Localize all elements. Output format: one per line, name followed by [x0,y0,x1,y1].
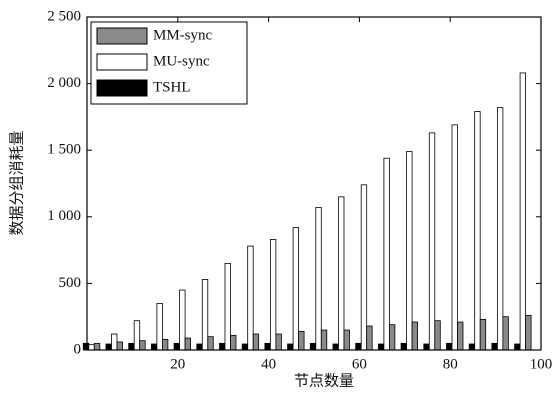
bar [161,338,169,351]
legend-label: MU-sync [153,53,210,69]
bar [315,207,322,351]
bar [468,343,476,351]
legend-swatch [96,79,148,97]
bar [446,342,453,351]
bar [320,329,328,351]
bar [230,334,237,351]
legend-swatch [96,27,148,45]
y-axis-label: 数据分组消耗量 [8,130,25,235]
x-tick-label: 20 [170,356,185,372]
x-tick-label: 60 [352,356,367,372]
bar [292,227,299,351]
bar [491,342,498,351]
bar [173,342,180,351]
bar [287,343,294,351]
bar [116,341,123,351]
x-axis-label: 节点数量 [294,372,354,389]
bar [502,316,509,351]
bar [360,184,368,351]
bar [139,340,146,351]
y-tick-label: 0 [74,341,82,357]
bar [275,333,282,351]
bar [201,279,209,351]
bar [207,336,214,351]
bar [224,263,231,351]
bar [247,245,254,351]
bar [82,342,90,351]
bar [298,330,305,351]
legend-swatch [96,53,148,71]
bar [383,157,390,351]
bar [474,111,481,351]
bar [496,107,504,351]
bar [264,342,271,351]
bar [457,321,464,351]
bar [411,321,418,351]
y-tick-label: 500 [59,275,82,291]
y-tick-label: 1 500 [47,142,81,158]
y-tick-label: 2 500 [47,8,81,24]
bar [451,124,458,351]
bar [525,314,532,351]
bar [88,344,95,351]
bar [241,343,249,351]
bar [434,320,441,351]
bar [196,343,203,351]
bar [184,337,191,351]
bar [479,318,487,351]
bar [406,151,413,351]
bar [150,343,158,351]
bar [343,329,350,351]
bar [133,320,141,351]
bar [338,196,345,351]
bar [309,342,317,351]
x-tick-label: 80 [443,356,458,372]
y-tick-label: 2 000 [47,75,81,91]
bar [428,132,436,351]
bar [519,72,526,351]
x-tick-label: 100 [530,356,552,372]
bar [332,343,339,351]
bar [156,302,163,351]
bar [252,333,260,351]
bar [111,333,118,351]
x-tick-label: 40 [261,356,276,372]
legend-label: MM-sync [153,27,213,43]
bar [366,325,373,351]
legend-label: TSHL [153,79,191,95]
bar [377,343,385,351]
bar [105,343,112,351]
bar [93,342,101,351]
bar [514,343,521,351]
bar [388,324,396,351]
bar [355,342,362,351]
y-tick-label: 1 000 [47,208,81,224]
bar [400,342,407,351]
bar [219,342,226,351]
bar [423,343,430,351]
bar [128,342,135,351]
plot-frame [86,16,542,351]
bar [179,289,186,351]
bar [269,239,277,351]
